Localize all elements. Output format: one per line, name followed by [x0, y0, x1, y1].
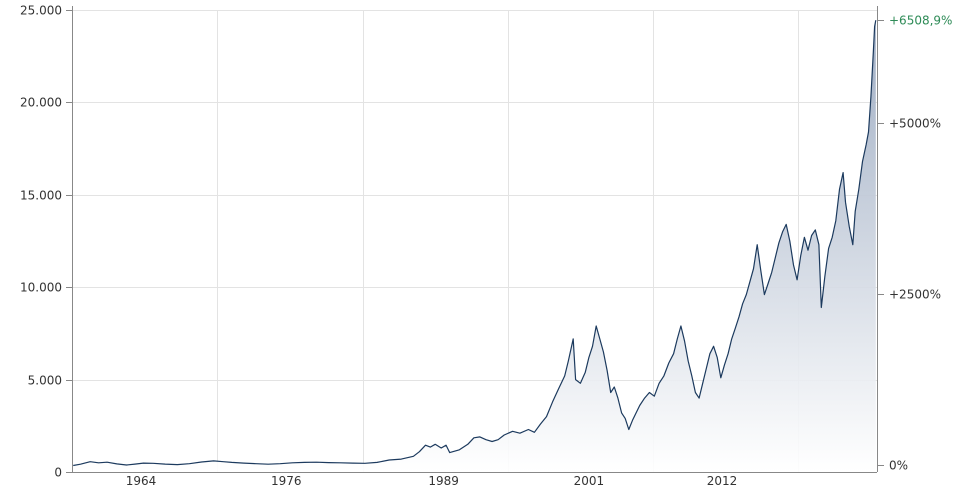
right-tick-label: +2500% [889, 288, 941, 302]
x-tick-label: 1964 [126, 474, 157, 488]
y-tick-label: 20.000 [20, 96, 62, 110]
y-tick-label: 25.000 [20, 4, 62, 18]
last-value-label: +6508,9% [889, 14, 952, 28]
axes [72, 6, 878, 473]
x-tick-label: 1989 [428, 474, 459, 488]
y-axis-right-percent: 0% +2500% +5000% +6508,9% [877, 14, 952, 473]
right-tick-label: 0% [889, 459, 908, 473]
grid-lines [72, 10, 877, 473]
plot-area [73, 20, 877, 472]
series-line [73, 20, 877, 467]
x-axis: 1964 1976 1989 2001 2012 [126, 474, 738, 488]
y-axis-left: 0 5.000 10.000 15.000 20.000 25.000 [20, 4, 72, 480]
y-tick-label: 15.000 [20, 189, 62, 203]
x-tick-label: 2001 [574, 474, 605, 488]
y-tick-label: 10.000 [20, 281, 62, 295]
y-tick-label: 0 [54, 466, 62, 480]
x-tick-label: 2012 [707, 474, 738, 488]
x-tick-label: 1976 [271, 474, 302, 488]
series-area-fill [73, 20, 876, 472]
y-tick-label: 5.000 [28, 374, 62, 388]
right-tick-label: +5000% [889, 117, 941, 131]
